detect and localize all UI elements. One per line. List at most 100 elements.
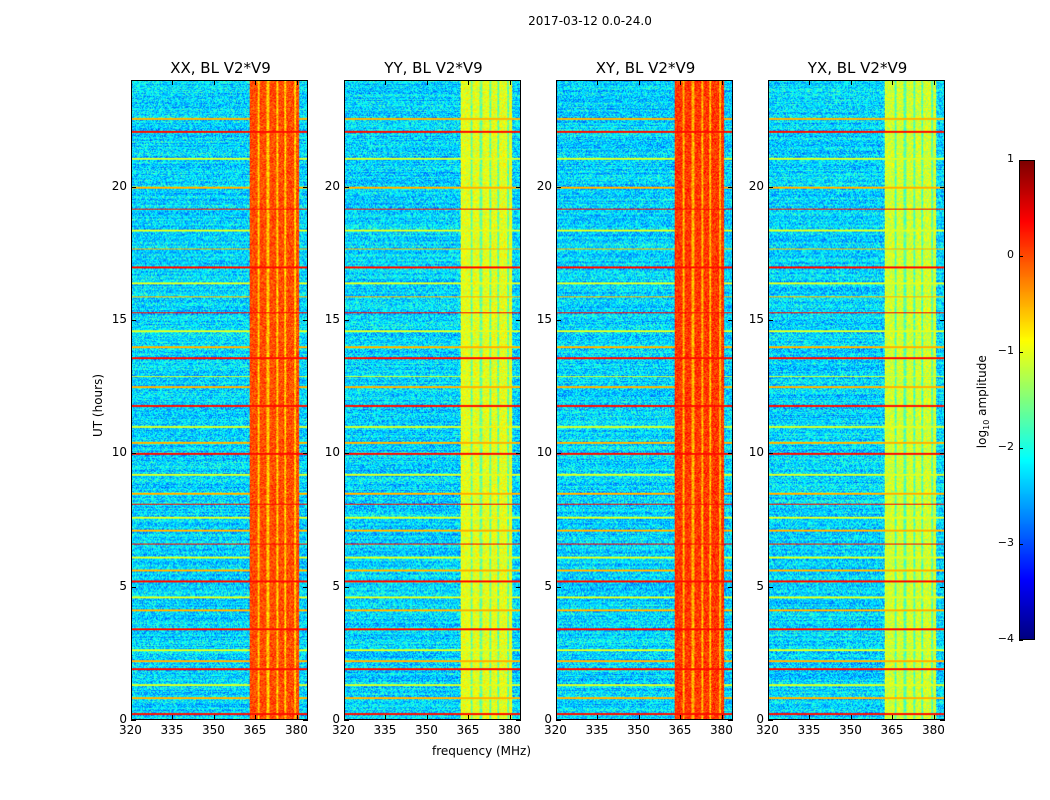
x-tick bbox=[344, 80, 345, 85]
y-tick bbox=[728, 586, 733, 588]
x-tick bbox=[131, 80, 132, 85]
y-tick bbox=[516, 320, 521, 321]
x-tick bbox=[385, 80, 387, 85]
y-tick bbox=[131, 586, 136, 588]
x-tick-label: 320 bbox=[544, 723, 567, 737]
x-tick bbox=[213, 80, 215, 85]
y-tick-label: 0 bbox=[544, 712, 552, 726]
y-tick-label: 5 bbox=[544, 578, 552, 593]
y-tick bbox=[728, 186, 733, 188]
y-tick bbox=[516, 720, 521, 721]
x-tick-label: 350 bbox=[838, 723, 862, 737]
x-tick bbox=[809, 715, 811, 720]
x-tick bbox=[768, 715, 769, 720]
y-tick-label: 5 bbox=[332, 578, 340, 593]
colorbar-tick-label: −1 bbox=[997, 344, 1014, 357]
x-tick bbox=[131, 715, 132, 720]
y-tick bbox=[303, 453, 308, 455]
x-tick bbox=[638, 715, 640, 720]
y-tick bbox=[131, 720, 136, 721]
x-tick bbox=[426, 715, 428, 720]
colorbar-tick bbox=[1019, 544, 1023, 545]
x-tick-label: 365 bbox=[243, 723, 267, 737]
spectrogram-panel: XX, BL V2*V9 bbox=[131, 59, 308, 720]
y-tick-label: 20 bbox=[536, 178, 552, 193]
y-tick-label: 5 bbox=[119, 578, 127, 593]
y-tick bbox=[768, 320, 773, 321]
y-tick bbox=[131, 186, 136, 188]
y-tick bbox=[556, 320, 561, 321]
colorbar-tick bbox=[1019, 160, 1023, 161]
x-tick-label: 335 bbox=[373, 723, 397, 737]
y-tick bbox=[303, 320, 308, 321]
x-tick bbox=[509, 80, 511, 85]
y-tick bbox=[768, 186, 773, 188]
x-tick-label: 365 bbox=[456, 723, 480, 737]
y-tick bbox=[940, 586, 945, 588]
x-tick bbox=[892, 80, 894, 85]
x-tick bbox=[426, 80, 428, 85]
y-axis-label: UT (hours) bbox=[91, 373, 105, 437]
figure-title: 2017-03-12 0.0-24.0 bbox=[528, 14, 652, 28]
y-tick-label: 15 bbox=[324, 312, 340, 326]
panel-title: YX, BL V2*V9 bbox=[807, 59, 908, 77]
y-tick bbox=[728, 453, 733, 455]
spectrogram-panel: XY, BL V2*V9 bbox=[556, 59, 733, 720]
panel-title: YY, BL V2*V9 bbox=[384, 59, 483, 77]
x-tick bbox=[509, 715, 511, 720]
x-tick bbox=[255, 80, 257, 85]
y-tick bbox=[344, 720, 349, 721]
colorbar-tick-label: −4 bbox=[997, 632, 1014, 645]
y-tick bbox=[940, 186, 945, 188]
y-tick-label: 0 bbox=[756, 712, 764, 726]
y-tick-label: 10 bbox=[111, 445, 127, 460]
x-tick bbox=[344, 715, 345, 720]
panel-title: XY, BL V2*V9 bbox=[595, 59, 696, 77]
x-tick bbox=[385, 715, 387, 720]
x-tick-label: 380 bbox=[709, 723, 733, 737]
spectrogram-panel: YX, BL V2*V9 bbox=[768, 59, 945, 720]
y-tick-label: 15 bbox=[536, 312, 552, 326]
x-tick bbox=[556, 80, 557, 85]
x-tick-label: 365 bbox=[668, 723, 692, 737]
y-tick-label: 15 bbox=[111, 312, 127, 326]
y-tick bbox=[768, 720, 773, 721]
x-tick bbox=[892, 715, 894, 720]
x-tick-label: 350 bbox=[201, 723, 225, 737]
colorbar-tick-label: 0 bbox=[1007, 248, 1014, 261]
y-tick bbox=[516, 186, 521, 188]
x-tick-label: 335 bbox=[160, 723, 184, 737]
x-tick bbox=[597, 80, 599, 85]
spectrogram-image bbox=[769, 81, 944, 719]
x-tick bbox=[809, 80, 811, 85]
x-tick-label: 365 bbox=[880, 723, 904, 737]
y-tick bbox=[344, 586, 349, 588]
y-tick-label: 10 bbox=[536, 445, 552, 460]
x-tick-label: 380 bbox=[497, 723, 521, 737]
y-tick bbox=[303, 586, 308, 588]
x-tick bbox=[768, 80, 769, 85]
x-tick bbox=[721, 715, 723, 720]
y-tick-label: 20 bbox=[748, 178, 764, 193]
colorbar-tick bbox=[1019, 256, 1023, 257]
x-tick bbox=[213, 715, 215, 720]
panel-title: XX, BL V2*V9 bbox=[170, 59, 271, 77]
x-tick bbox=[933, 80, 935, 85]
spectrogram-image bbox=[557, 81, 732, 719]
x-tick bbox=[850, 715, 852, 720]
x-tick bbox=[850, 80, 852, 85]
x-tick bbox=[255, 715, 257, 720]
spectrogram-image bbox=[132, 81, 307, 719]
x-tick bbox=[680, 715, 682, 720]
x-tick bbox=[597, 715, 599, 720]
y-tick bbox=[728, 320, 733, 321]
x-tick bbox=[638, 80, 640, 85]
y-tick-label: 0 bbox=[332, 712, 340, 726]
y-tick bbox=[344, 320, 349, 321]
y-tick-label: 20 bbox=[324, 178, 340, 193]
x-tick-label: 320 bbox=[119, 723, 142, 737]
y-tick bbox=[940, 720, 945, 721]
y-tick-label: 10 bbox=[748, 445, 764, 460]
x-tick-label: 335 bbox=[585, 723, 609, 737]
colorbar-tick bbox=[1019, 352, 1023, 353]
